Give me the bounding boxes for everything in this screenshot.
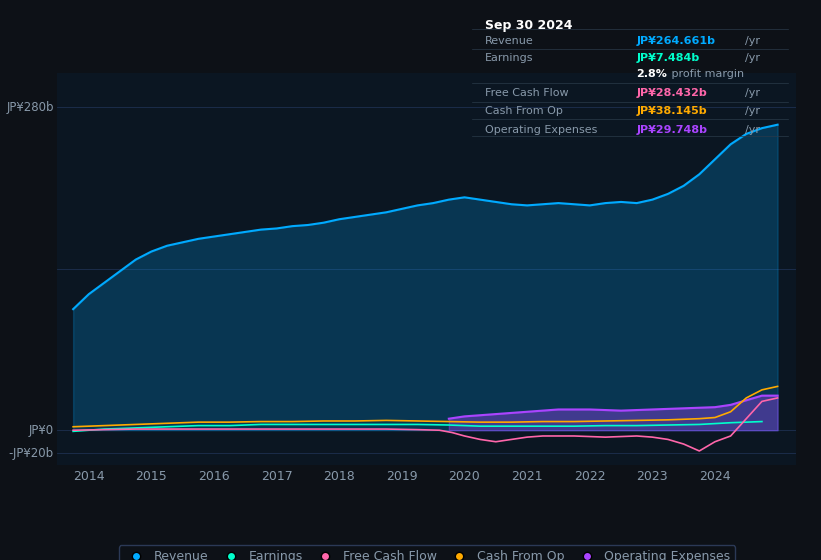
Text: Operating Expenses: Operating Expenses xyxy=(484,125,597,135)
Text: Cash From Op: Cash From Op xyxy=(484,106,562,116)
Text: JP¥38.145b: JP¥38.145b xyxy=(636,106,707,116)
Text: /yr: /yr xyxy=(745,36,760,46)
Text: Revenue: Revenue xyxy=(484,36,534,46)
Text: Free Cash Flow: Free Cash Flow xyxy=(484,87,568,97)
Text: /yr: /yr xyxy=(745,53,760,63)
Text: JP¥0: JP¥0 xyxy=(29,424,54,437)
Text: /yr: /yr xyxy=(745,106,760,116)
Text: JP¥280b: JP¥280b xyxy=(7,101,54,114)
Text: profit margin: profit margin xyxy=(668,69,744,79)
Text: 2.8%: 2.8% xyxy=(636,69,667,79)
Text: Sep 30 2024: Sep 30 2024 xyxy=(484,19,572,32)
Text: JP¥29.748b: JP¥29.748b xyxy=(636,125,708,135)
Text: JP¥7.484b: JP¥7.484b xyxy=(636,53,699,63)
Text: /yr: /yr xyxy=(745,125,760,135)
Legend: Revenue, Earnings, Free Cash Flow, Cash From Op, Operating Expenses: Revenue, Earnings, Free Cash Flow, Cash … xyxy=(119,545,735,560)
Text: JP¥264.661b: JP¥264.661b xyxy=(636,36,715,46)
Text: /yr: /yr xyxy=(745,87,760,97)
Text: JP¥28.432b: JP¥28.432b xyxy=(636,87,707,97)
Text: Earnings: Earnings xyxy=(484,53,533,63)
Text: -JP¥20b: -JP¥20b xyxy=(9,447,54,460)
